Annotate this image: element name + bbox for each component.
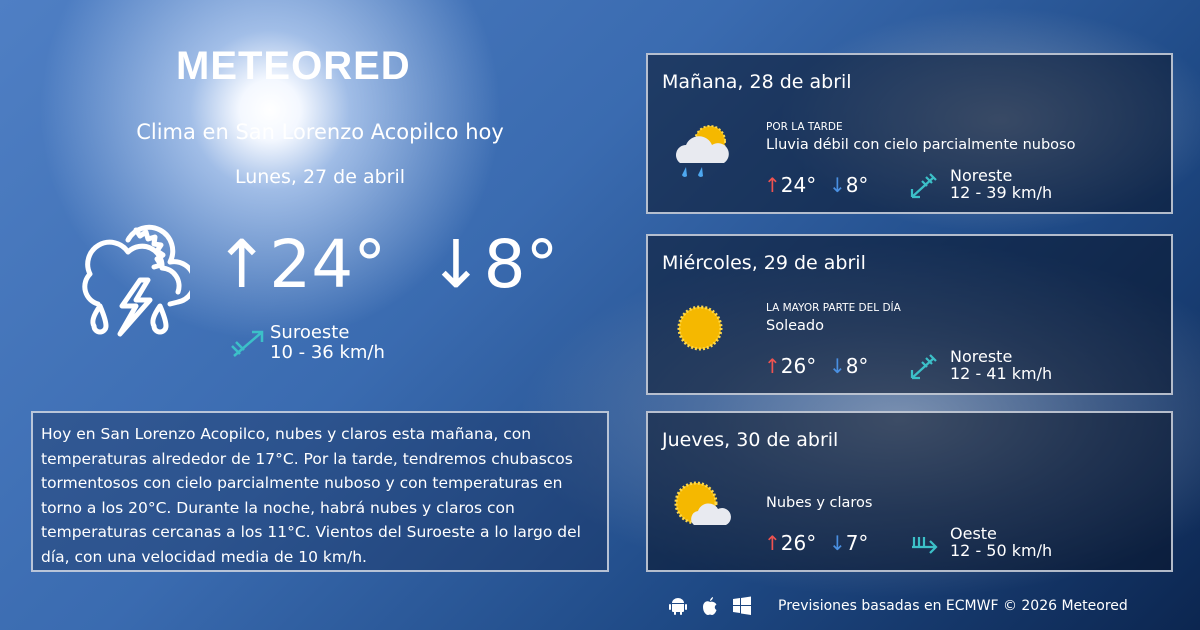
forecast-wind-speed: 12 - 50 km/h — [950, 541, 1053, 560]
sunny-icon — [677, 305, 723, 351]
today-max: ↑24° — [214, 226, 387, 303]
forecast-condition: Nubes y claros — [766, 495, 873, 511]
forecast-wind-direction: Noreste — [950, 166, 1013, 185]
forecast-card: Jueves, 30 de abril Nubes y claros ↑26° … — [646, 411, 1173, 572]
forecast-day: Jueves, 30 de abril — [662, 429, 839, 451]
arrow-down-icon: ↓ — [828, 531, 846, 555]
windows-icon[interactable] — [732, 596, 752, 616]
forecast-condition: Lluvia débil con cielo parcialmente nubo… — [766, 137, 1076, 153]
forecast-wind-direction: Noreste — [950, 347, 1013, 366]
forecast-min: 8° — [845, 173, 869, 197]
forecast-card: Miércoles, 29 de abril LA MAYOR PARTE DE… — [646, 234, 1173, 395]
arrow-down-icon: ↓ — [828, 173, 846, 197]
today-temperatures: ↑24° ↓8° — [214, 225, 559, 305]
today-min: ↓8° — [428, 226, 559, 303]
today-date: Lunes, 27 de abril — [234, 166, 406, 188]
light-rain-partly-cloudy-icon — [676, 125, 729, 177]
wind-northeast-icon — [910, 173, 937, 199]
forecast-day: Mañana, 28 de abril — [662, 71, 852, 93]
arrow-up-icon: ↑ — [764, 531, 781, 555]
wind-northeast-icon — [910, 354, 937, 380]
forecast-period: POR LA TARDE — [766, 121, 843, 133]
arrow-up-icon: ↑ — [764, 173, 781, 197]
forecast-max: 24° — [780, 173, 817, 197]
meteored-logo: METEORED — [176, 44, 411, 88]
forecast-day: Miércoles, 29 de abril — [662, 252, 866, 274]
partly-cloudy-icon — [674, 481, 731, 525]
forecast-wind-speed: 12 - 39 km/h — [950, 183, 1053, 202]
wind-southwest-icon — [231, 330, 264, 357]
weather-description: Hoy en San Lorenzo Acopilco, nubes y cla… — [31, 411, 609, 572]
forecast-period: LA MAYOR PARTE DEL DÍA — [766, 302, 901, 314]
forecast-condition: Soleado — [766, 318, 824, 334]
forecast-min: 7° — [845, 531, 869, 555]
footer-credits: Previsiones basadas en ECMWF © 2026 Mete… — [778, 598, 1128, 614]
footer: Previsiones basadas en ECMWF © 2026 Mete… — [668, 596, 1128, 616]
android-icon[interactable] — [668, 596, 688, 616]
today-wind-speed: 10 - 36 km/h — [270, 342, 385, 363]
today-wind: Suroeste 10 - 36 km/h — [270, 323, 385, 363]
forecast-min: 8° — [845, 354, 869, 378]
arrow-up-icon: ↑ — [764, 354, 781, 378]
apple-icon[interactable] — [700, 596, 720, 616]
page-title: Clima en San Lorenzo Acopilco hoy — [136, 120, 504, 144]
arrow-down-icon: ↓ — [828, 354, 846, 378]
forecast-card: Mañana, 28 de abril POR LA TARDE Lluvia … — [646, 53, 1173, 214]
forecast-max: 26° — [780, 531, 817, 555]
forecast-max: 26° — [780, 354, 817, 378]
thunderstorm-rain-sun-icon — [82, 224, 190, 337]
forecast-wind-speed: 12 - 41 km/h — [950, 364, 1053, 383]
wind-west-icon — [912, 537, 938, 554]
today-wind-direction: Suroeste — [270, 322, 350, 343]
forecast-wind-direction: Oeste — [950, 524, 997, 543]
